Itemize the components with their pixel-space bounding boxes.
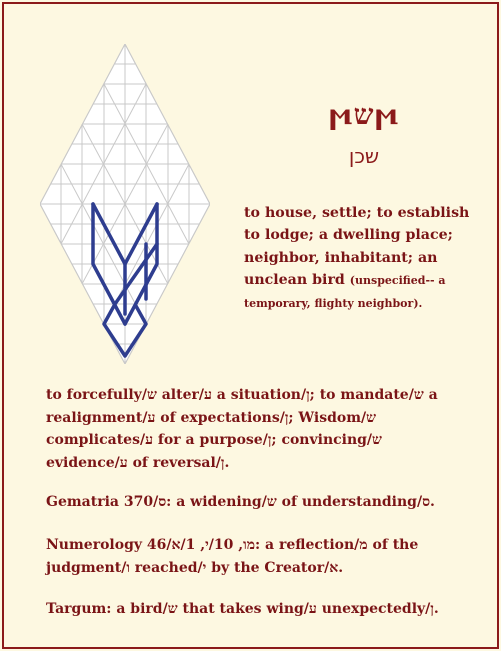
numerology-paragraph: Numerology 46/מו, 10/י, 1/א: a reflectio… (46, 537, 419, 576)
definition-block: to house, settle; to establish to lodge;… (244, 202, 479, 315)
definition-text: to house, settle; to establish to lodge;… (244, 205, 470, 288)
gematria-paragraph: Gematria 370/ס: a widening/ש of understa… (46, 494, 435, 510)
glyph-diamond-figure (40, 44, 210, 364)
paleo-hebrew-word: ϻשϻ (328, 98, 400, 131)
definition-note: (unspecified-- a temporary, flighty neig… (244, 273, 446, 311)
meaning-paragraph: to forcefully/ש alter/ע a situation/ן; t… (46, 387, 438, 471)
letter-glyph-strokes (91, 202, 159, 358)
targum-paragraph: Targum: a bird/ש that takes wing/ע unexp… (46, 601, 439, 617)
diamond-grid (40, 44, 210, 364)
hebrew-word: שכן (348, 144, 380, 168)
